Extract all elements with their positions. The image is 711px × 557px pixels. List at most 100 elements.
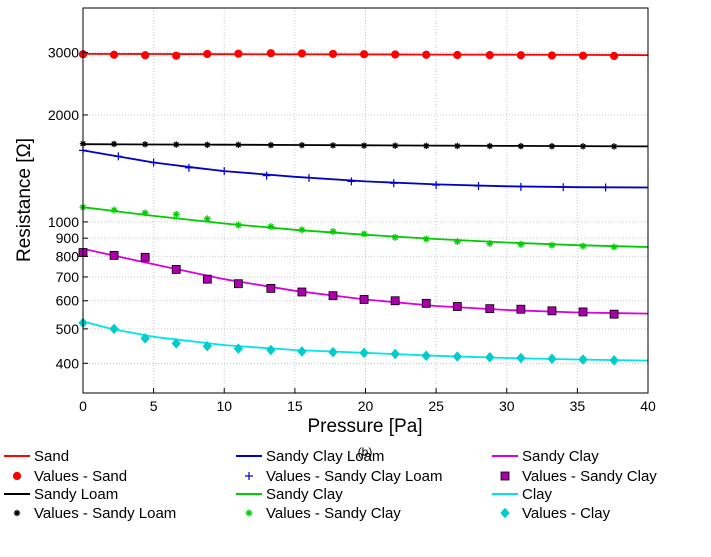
data-point [266,283,276,293]
legend-item-values-sandy-loam: Values - Sandy Loam [13,505,176,522]
x-tick-label: 15 [287,398,303,414]
legend-item-sandy-loam: Sandy Loam [4,486,118,503]
data-point [559,183,568,192]
data-point [203,215,211,223]
data-point [578,354,588,365]
data-point [486,239,494,247]
data-point [432,181,441,190]
data-point [298,226,306,234]
legend-swatch-marker [13,509,21,517]
data-point [485,50,494,60]
legend-item-clay: Clay [492,486,553,503]
y-tick-label: 800 [56,248,80,264]
data-point [391,50,400,59]
legend-label: Values - Sandy Clay [522,468,657,485]
data-point [360,142,368,149]
legend-label: Values - Clay [522,505,611,522]
data-point [517,240,525,248]
data-point [516,182,525,191]
data-point [548,241,556,249]
legend-swatch-marker [500,507,510,519]
data-point [262,171,271,180]
x-tick-label: 40 [640,398,656,414]
data-point [485,352,495,363]
data-point [453,238,461,246]
data-point [109,50,119,59]
data-point [421,350,431,362]
legend-label: Sand [34,448,69,465]
data-point [516,51,525,60]
data-point [548,143,556,150]
data-point [328,49,338,59]
data-point [329,142,337,149]
legend-item-values-sand: Values - Sand [12,468,127,485]
x-tick-label: 10 [216,398,232,414]
data-point [141,209,149,217]
y-axis-title: Resistance [Ω] [14,138,35,262]
data-point [171,338,181,349]
data-point [474,182,483,191]
data-point [141,141,149,148]
legend-item-sandy-clay: Sandy Clay [492,448,599,465]
legend-label: Sandy Clay [266,486,343,503]
data-point [141,51,150,60]
series-layer [78,49,649,366]
y-tick-label: 400 [56,355,80,371]
data-point [109,323,119,335]
y-tick-label: 2000 [48,107,79,123]
x-tick-label: 20 [358,398,374,414]
y-tick-label: 500 [56,321,80,337]
legend-label: Values - Sandy Loam [34,505,176,522]
data-point [360,230,368,238]
y-tick-label: 1000 [48,214,79,230]
data-point [454,142,461,150]
data-point [328,291,338,301]
data-point [578,51,588,60]
data-point [485,304,495,314]
legend-item-values-sandy-clay-loam: Values - Sandy Clay Loam [245,468,442,485]
data-point [235,141,242,149]
data-point [547,353,557,365]
data-point [233,343,244,354]
legend-swatch-marker [12,471,22,481]
data-point [423,142,430,150]
legend-label: Values - Sandy Clay Loam [266,468,442,485]
legend-item-values-clay: Values - Clay [500,505,611,522]
data-point [610,143,618,150]
legend-label: Clay [522,486,553,503]
data-point [359,295,369,304]
data-point [328,346,338,358]
data-point [452,351,462,362]
y-tick-label: 700 [56,269,80,285]
legend-item-sandy-clay: Sandy Clay [236,486,343,503]
data-point [202,274,212,284]
data-point [390,348,400,360]
data-point [359,347,369,359]
data-point [516,304,526,314]
legend-item-sandy-clay-loam: Sandy Clay Loam [236,448,384,465]
legend-label: Values - Sandy Clay [266,505,401,522]
legend-item-values-sandy-clay: Values - Sandy Clay [500,468,657,485]
data-point [391,233,399,241]
data-point [609,309,619,319]
data-point [610,51,619,61]
data-point [389,179,398,188]
data-point [234,49,243,58]
data-point [422,235,430,243]
data-point [517,142,525,150]
data-point [347,177,356,186]
data-point [579,242,587,250]
data-point [359,50,369,59]
chart-caption: (b) [358,445,373,459]
x-tick-label: 0 [79,398,87,414]
data-point [297,346,307,357]
data-point [184,163,193,172]
data-point [452,302,462,311]
data-point [149,158,158,167]
y-tick-label: 3000 [48,44,79,60]
data-point [109,250,119,260]
data-point [140,252,150,262]
legend-swatch-marker [245,472,253,480]
data-point [114,152,123,161]
